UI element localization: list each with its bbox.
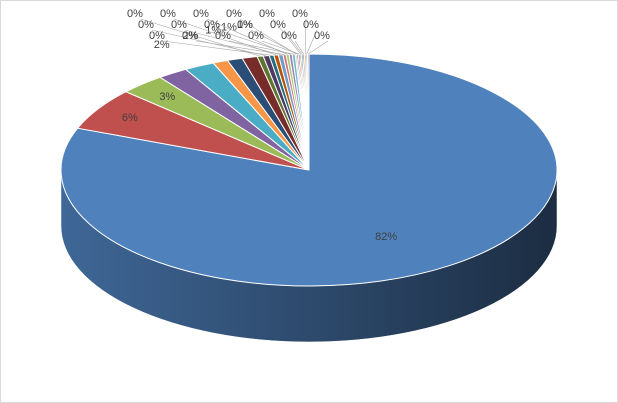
data-label: 0% [248,30,264,42]
data-label: 3% [159,91,175,103]
data-label: 0% [149,30,165,42]
data-label: 0% [226,8,242,20]
data-label: 0% [193,8,209,20]
data-label: 0% [259,8,275,20]
data-label: 0% [314,30,330,42]
leader-line [261,40,300,55]
data-label: 2% [154,39,170,51]
leader-line [308,40,329,55]
leader-line [195,40,285,55]
leader-line [306,29,318,55]
leader-line [250,29,298,55]
leader-line [162,40,272,56]
leader-line [228,40,294,55]
data-label: 0% [303,19,319,31]
leader-line [294,40,304,55]
data-label: 0% [237,19,253,31]
data-label: 0% [127,8,143,20]
data-label: 0% [160,8,176,20]
data-label: 1% [205,24,221,36]
slice [306,53,310,171]
leader-line [217,29,291,55]
data-label: 0% [292,8,308,20]
data-label: 0% [182,30,198,42]
leader-line [184,29,281,56]
data-label: 0% [171,19,187,31]
data-label: 0% [138,19,154,31]
leader-line [304,18,307,55]
data-label: 82% [375,231,397,243]
data-label: 0% [281,30,297,42]
leader-line [272,18,301,55]
data-label: 0% [204,19,220,31]
data-label: 0% [270,19,286,31]
data-label: 1% [237,19,253,31]
leader-line [283,29,303,55]
data-label: 0% [215,30,231,42]
data-label: 2% [182,30,198,42]
data-label: 6% [122,112,138,124]
